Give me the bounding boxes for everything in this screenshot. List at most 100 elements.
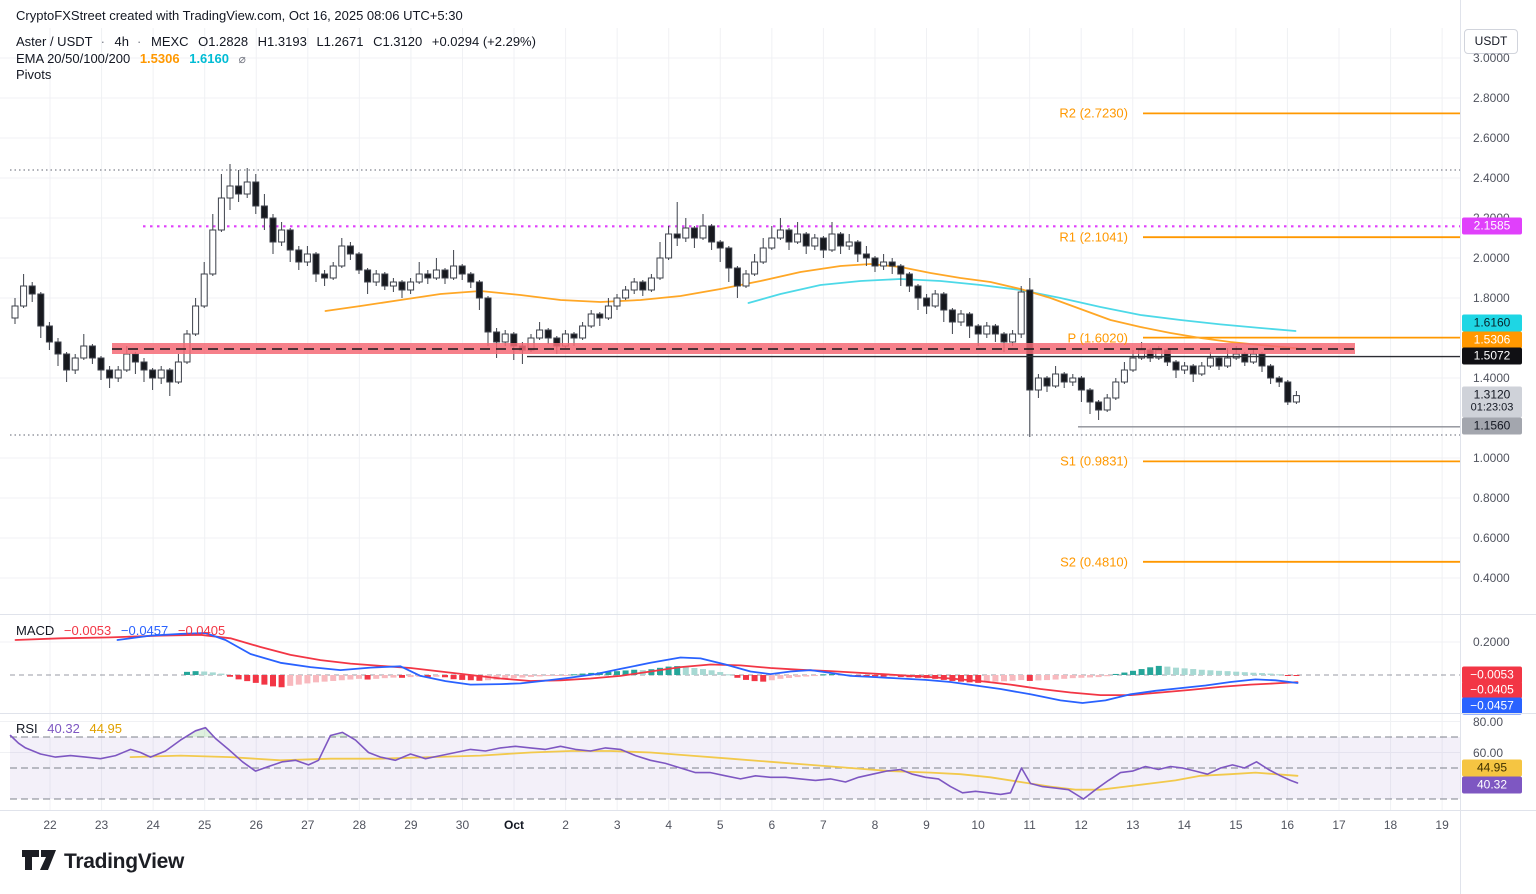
last-price-badge: 1.3120 01:23:03 (1462, 386, 1522, 418)
tradingview-logo-icon (22, 850, 56, 870)
price-tick: 1.0000 (1473, 451, 1510, 465)
price-tick: 1.8000 (1473, 291, 1510, 305)
time-label: 13 (1126, 818, 1140, 832)
macd-tick: 0.2000 (1473, 635, 1510, 649)
macd-value-badge: −0.0457 (1462, 697, 1522, 715)
time-label: 22 (43, 818, 57, 832)
ema-orange-line (324, 263, 1299, 350)
time-label: 6 (768, 818, 776, 832)
time-label: 4 (665, 818, 673, 832)
price-level-badge: 1.5306 (1462, 331, 1522, 349)
price-tick: 2.6000 (1473, 131, 1510, 145)
rsi-legend-row: RSI 40.32 44.95 (16, 721, 128, 736)
ohlc-high: H1.3193 (257, 34, 307, 49)
price-level-badge: 1.6160 (1462, 314, 1522, 332)
time-label: 18 (1383, 818, 1398, 832)
time-label: 7 (820, 818, 827, 832)
ema-indicator-label[interactable]: EMA 20/50/100/200 (16, 51, 131, 66)
macd-line-value: −0.0457 (120, 623, 169, 638)
macd-value-badge: −0.0405 (1462, 681, 1522, 699)
time-label: 15 (1229, 818, 1243, 832)
pivot-label-r1: R1 (2.1041) (1059, 229, 1128, 245)
hidden-series-icon[interactable]: ⌀ (238, 52, 246, 66)
macd-indicator-label[interactable]: MACD (16, 623, 55, 638)
price-tick: 2.4000 (1473, 171, 1510, 185)
time-label: 9 (923, 818, 930, 832)
change-value: +0.0294 (+2.29%) (431, 34, 536, 49)
time-label: 29 (404, 818, 418, 832)
time-label: Oct (504, 818, 525, 832)
time-label: 11 (1023, 818, 1036, 832)
macd-pane[interactable] (10, 632, 1460, 704)
supply-zone-band (112, 343, 1355, 354)
time-label: 27 (301, 818, 315, 832)
time-axis-border (0, 810, 1536, 811)
price-tick: 0.4000 (1473, 571, 1510, 585)
pivot-label-r2: R2 (2.7230) (1059, 105, 1128, 121)
price-pane[interactable] (10, 112, 1460, 563)
watermark-text: CryptoFXStreet created with TradingView.… (16, 8, 463, 23)
time-label: 10 (971, 818, 985, 832)
symbol-name[interactable]: Aster / USDT (16, 34, 93, 49)
ohlc-open: O1.2828 (198, 34, 249, 49)
macd-signal-line (14, 633, 1299, 696)
rsi-pane[interactable] (9, 726, 1460, 800)
price-tick: 3.0000 (1473, 51, 1510, 65)
macd-main-line (116, 632, 1299, 704)
time-label: 28 (352, 818, 367, 832)
time-label: 25 (197, 818, 212, 832)
time-label: 14 (1177, 818, 1191, 832)
pivot-label-s2: S2 (0.4810) (1060, 554, 1128, 570)
pivots-legend-row: Pivots (16, 67, 57, 82)
time-label: 19 (1435, 818, 1449, 832)
time-label: 24 (146, 818, 160, 832)
price-tick: 0.8000 (1473, 491, 1510, 505)
time-label: 2 (562, 818, 569, 832)
ema-legend-row: EMA 20/50/100/200 1.5306 1.6160 ⌀ (16, 51, 252, 66)
price-axis[interactable]: USDT 3.00002.80002.60002.40002.20002.000… (1460, 0, 1536, 894)
ema-cyan-line (747, 278, 1297, 332)
pivot-label-p: P (1.6020) (1067, 330, 1128, 346)
ema-value-orange: 1.5306 (139, 51, 180, 66)
price-level-badge: 2.1585 (1462, 217, 1522, 235)
currency-toggle-button[interactable]: USDT (1464, 29, 1518, 54)
macd-signal-value: −0.0405 (177, 623, 226, 638)
pivots-indicator-label[interactable]: Pivots (16, 67, 52, 82)
time-label: 30 (455, 818, 470, 832)
pane-separator-rsi[interactable] (0, 713, 1536, 714)
ohlc-close: C1.3120 (373, 34, 423, 49)
exchange-label: MEXC (150, 34, 189, 49)
price-level-badge: 1.5072 (1462, 347, 1522, 365)
macd-hist-value: −0.0053 (63, 623, 112, 638)
rsi-tick: 60.00 (1473, 746, 1504, 760)
pivot-label-s1: S1 (0.9831) (1060, 453, 1128, 469)
time-label: 5 (716, 818, 724, 832)
rsi-line (9, 726, 1299, 800)
tradingview-logo[interactable]: TradingView (22, 850, 184, 874)
time-label: 3 (613, 818, 621, 832)
symbol-legend-row: Aster / USDT · 4h · MEXC O1.2828 H1.3193 L… (16, 34, 536, 49)
macd-legend-row: MACD −0.0053 −0.0457 −0.0405 (16, 623, 231, 638)
time-label: 23 (94, 818, 109, 832)
time-label: 26 (249, 818, 263, 832)
grid (0, 28, 1460, 810)
price-tick: 2.0000 (1473, 251, 1510, 265)
rsi-indicator-label[interactable]: RSI (16, 721, 38, 736)
time-label: 8 (871, 818, 879, 832)
ohlc-low: L1.2671 (316, 34, 364, 49)
price-level-badge: 1.1560 (1462, 417, 1522, 435)
time-label: 17 (1332, 818, 1346, 832)
countdown-timer: 01:23:03 (1470, 401, 1514, 414)
price-tick: 0.6000 (1473, 531, 1510, 545)
time-label: 16 (1280, 818, 1295, 832)
macd-value-badge: −0.0053 (1462, 666, 1522, 684)
ema-value-cyan: 1.6160 (189, 51, 229, 66)
rsi-tick: 80.00 (1473, 715, 1504, 729)
rsi-value: 40.32 (47, 721, 80, 736)
price-tick: 1.4000 (1473, 371, 1510, 385)
rsi-value-badge: 44.95 (1462, 759, 1522, 777)
pane-separator-macd[interactable] (0, 614, 1536, 615)
interval-label[interactable]: 4h (114, 34, 130, 49)
